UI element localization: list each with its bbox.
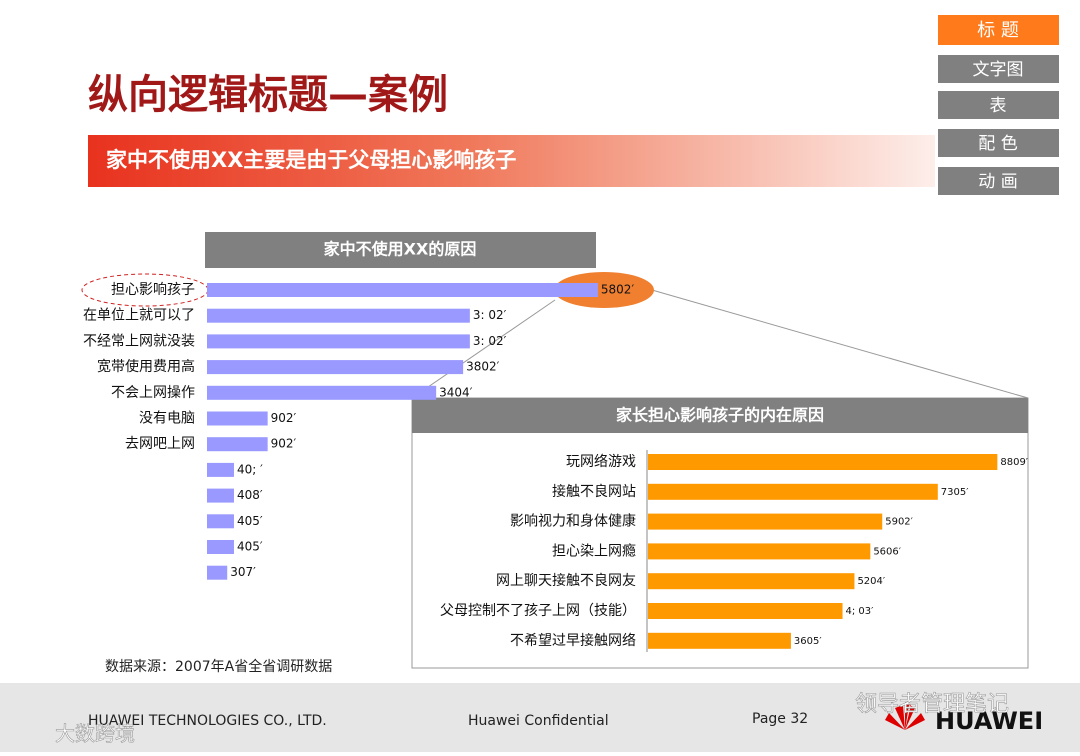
watermark: 大数跨境 xyxy=(55,722,135,746)
bar xyxy=(207,437,268,452)
detail-panel xyxy=(411,397,1029,669)
category-label: 不经常上网就没装 xyxy=(83,333,195,349)
bar xyxy=(207,308,470,323)
value-label: 3: 02′ xyxy=(473,308,507,322)
bar xyxy=(648,543,871,560)
category-label: 在单位上就可以了 xyxy=(83,308,195,324)
bar xyxy=(207,462,234,477)
nav-button[interactable] xyxy=(938,55,1059,83)
footer-page: Page 32 xyxy=(752,711,808,727)
chart-title: 家长担心影响孩子的内在原因 xyxy=(616,406,824,425)
value-label: 3404′ xyxy=(439,385,473,399)
value-label: 405′ xyxy=(237,514,263,528)
value-label: 902′ xyxy=(271,411,297,425)
category-label: 网上聊天接触不良网友 xyxy=(496,572,636,589)
value-label: 3605′ xyxy=(794,636,822,647)
category-label: 不会上网操作 xyxy=(111,385,195,401)
value-label: 5606′ xyxy=(873,546,901,557)
bar xyxy=(207,565,228,580)
category-label: 接触不良网站 xyxy=(552,483,636,500)
bar xyxy=(207,411,268,426)
nav-button[interactable] xyxy=(938,15,1059,45)
logo-mark xyxy=(885,702,925,730)
chart-title-box xyxy=(205,232,596,268)
value-label: 7305′ xyxy=(941,487,969,498)
chart-title: 家中不使用XX的原因 xyxy=(324,240,477,259)
bar xyxy=(207,360,464,375)
category-label: 担心染上网瘾 xyxy=(552,542,636,559)
slide-title: 纵向逻辑标题—案例 xyxy=(88,72,448,118)
bar xyxy=(207,283,598,297)
bar xyxy=(207,488,234,503)
value-label: 8809′ xyxy=(1000,457,1028,468)
nav: 标 题 文字图 表 配 色 动 画 xyxy=(938,15,1059,195)
bar xyxy=(207,540,234,554)
category-label: 父母控制不了孩子上网（技能） xyxy=(440,603,636,619)
category-label: 影响视力和身体健康 xyxy=(510,513,636,530)
bar xyxy=(648,454,998,470)
value-label: 3: 02′ xyxy=(473,334,507,348)
value-label: 5902′ xyxy=(885,517,913,528)
nav-label[interactable]: 配 色 xyxy=(978,134,1017,154)
bar xyxy=(648,573,855,590)
value-label: 40; ′ xyxy=(237,462,263,476)
footer-confidential: Huawei Confidential xyxy=(468,713,609,729)
nav-label[interactable]: 标 题 xyxy=(977,20,1019,41)
nav-button[interactable] xyxy=(938,129,1059,157)
category-label: 宽带使用费用高 xyxy=(97,358,195,375)
chart-title-box xyxy=(412,398,1028,433)
value-label: 3802′ xyxy=(466,360,500,374)
watermark: 领导者管理笔记 xyxy=(855,692,1009,717)
bar xyxy=(648,632,791,649)
value-label: 307′ xyxy=(230,565,256,579)
value-label: 902′ xyxy=(271,437,297,451)
bar xyxy=(207,385,437,400)
bar xyxy=(207,334,470,349)
bar xyxy=(207,514,234,529)
connector xyxy=(411,299,556,399)
value-label: 405′ xyxy=(237,540,263,554)
source: 数据来源：2007年A省全省调研数据 xyxy=(105,658,332,675)
nav-button[interactable] xyxy=(938,167,1059,195)
category-label: 玩网络游戏 xyxy=(566,454,636,470)
nav-button[interactable] xyxy=(938,91,1059,119)
bar xyxy=(648,603,843,619)
nav-label[interactable]: 动 画 xyxy=(978,172,1017,192)
value-label: 5802′ xyxy=(601,283,635,297)
bar xyxy=(648,483,938,500)
category-label: 不希望过早接触网络 xyxy=(510,632,636,649)
connector xyxy=(651,289,1029,399)
highlight-ellipse xyxy=(554,272,654,308)
category-label: 担心影响孩子 xyxy=(111,282,195,298)
bar xyxy=(648,513,883,530)
value-label: 5204′ xyxy=(857,576,885,587)
nav-label[interactable]: 表 xyxy=(990,96,1007,116)
category-label: 没有电脑 xyxy=(139,411,195,427)
value-label: 408′ xyxy=(237,488,263,502)
nav-label[interactable]: 文字图 xyxy=(973,60,1024,80)
banner-text: 家中不使用XX主要是由于父母担心影响孩子 xyxy=(106,148,516,172)
banner xyxy=(88,135,935,187)
logo-text: HUAWEI xyxy=(935,707,1043,735)
logo: HUAWEI xyxy=(885,702,1043,735)
value-label: 4; 03′ xyxy=(846,606,875,617)
footer-company: HUAWEI TECHNOLOGIES CO., LTD. xyxy=(88,713,327,729)
category-label: 去网吧上网 xyxy=(125,436,195,452)
